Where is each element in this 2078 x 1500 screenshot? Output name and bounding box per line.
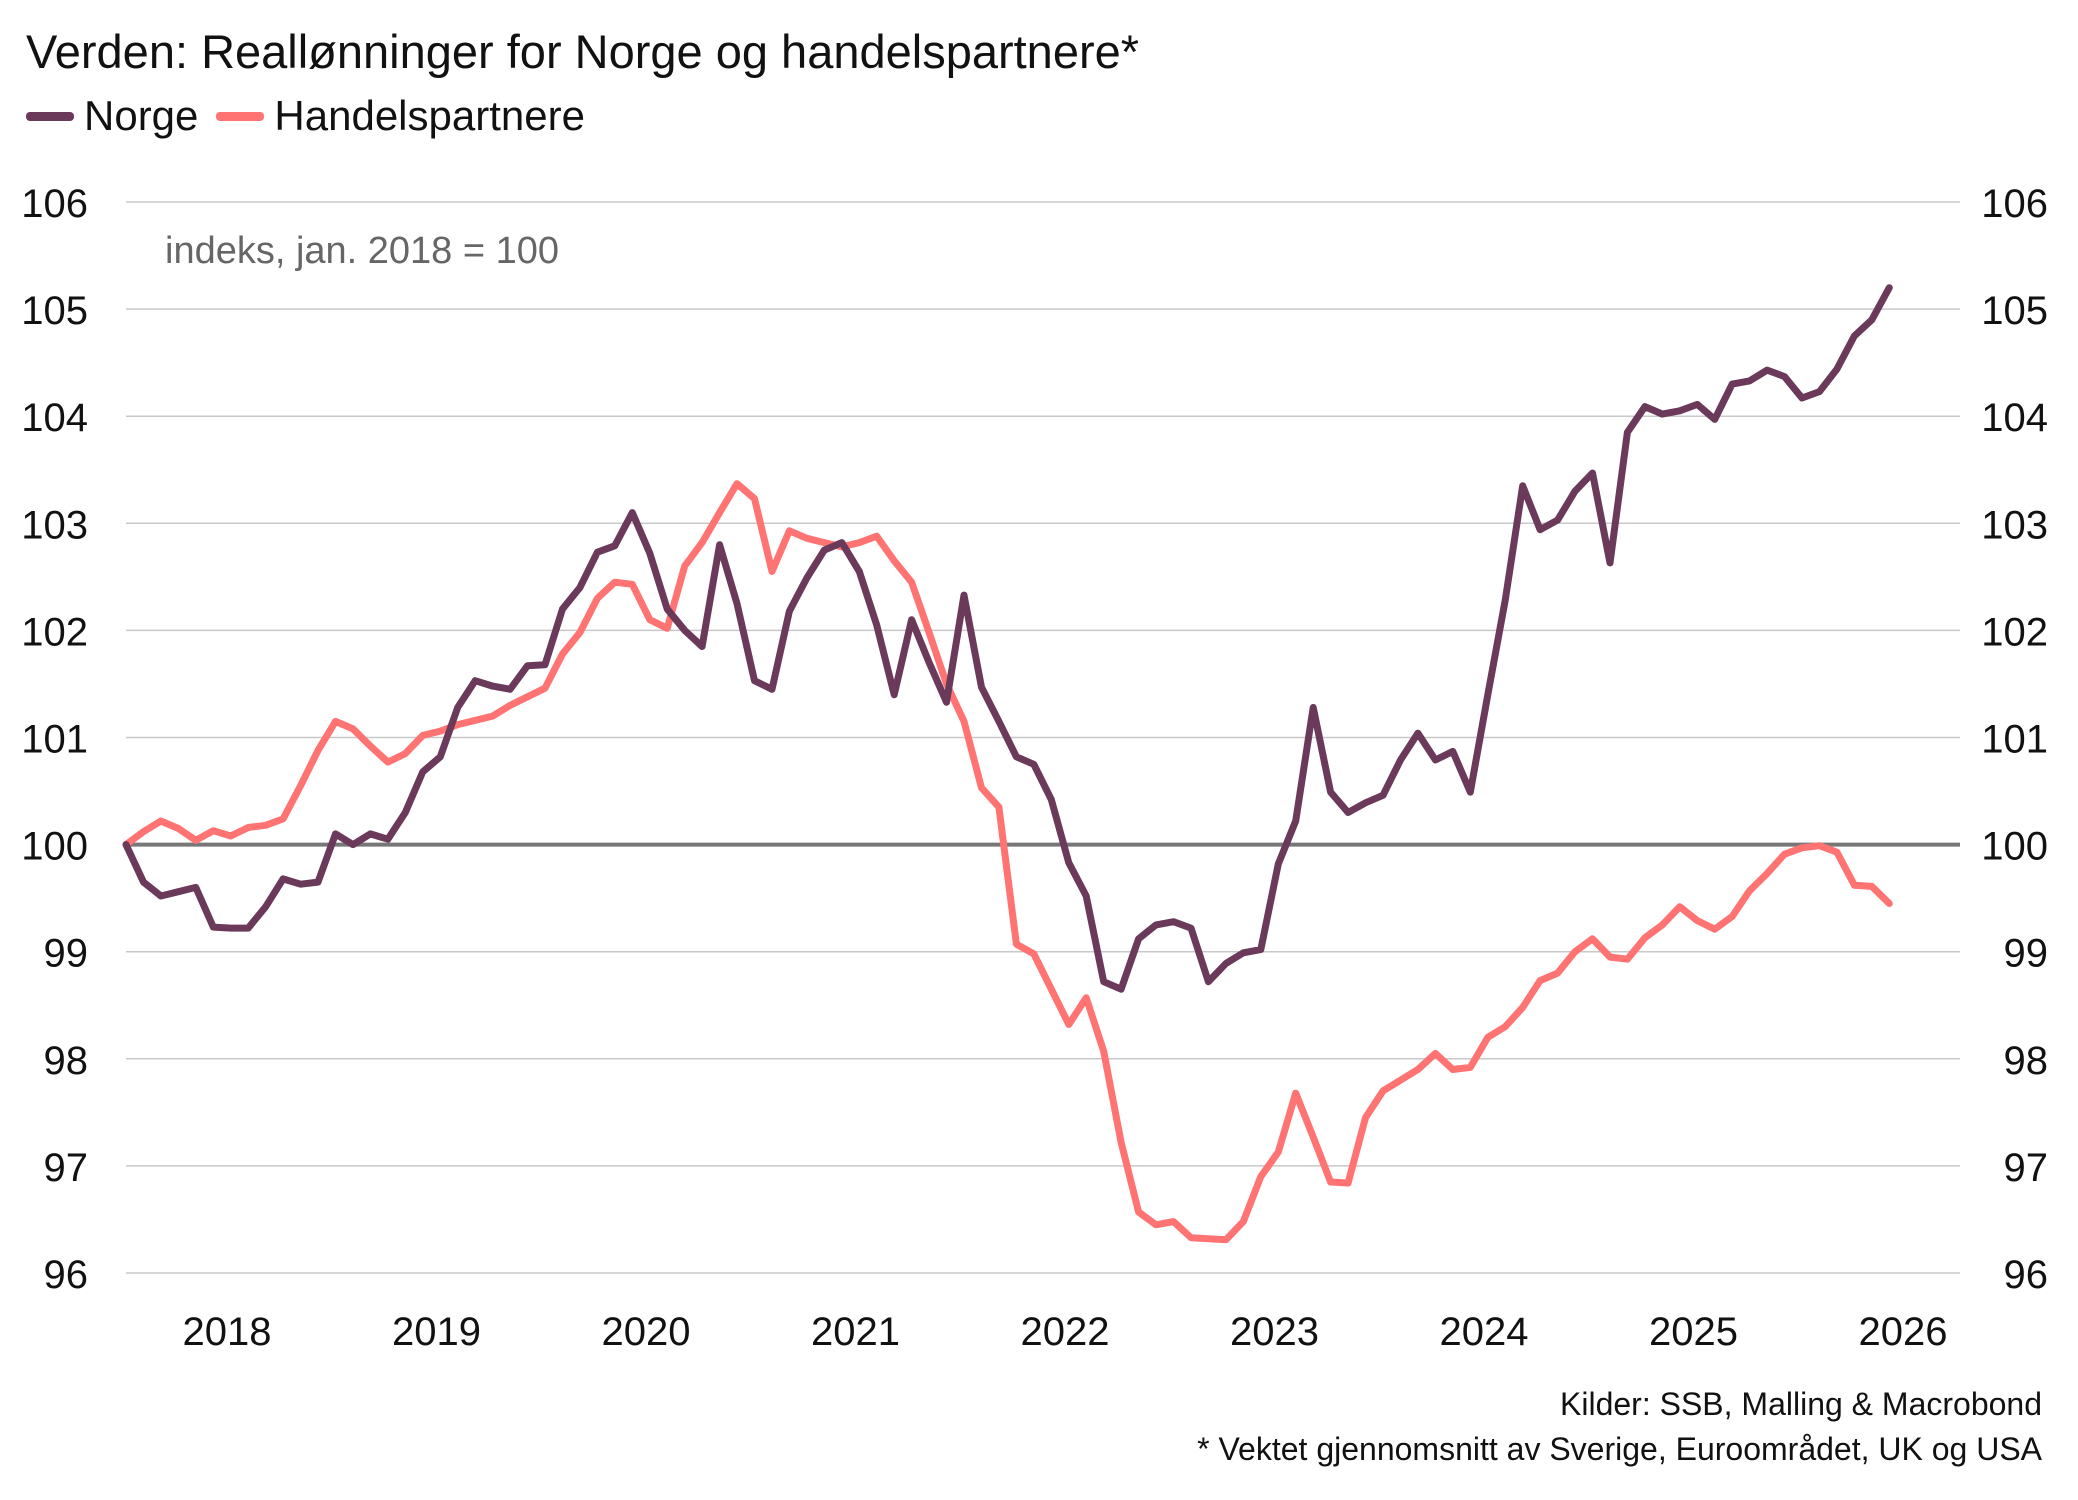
y-tick-label-right: 104 <box>1981 396 2048 440</box>
axis-labels: 96 96 97 97 98 98 99 99 100 100 101 101 102 102 103 103… <box>21 182 2048 1354</box>
chart-title: Verden: Reallønninger for Norge og hande… <box>26 25 1140 78</box>
y-tick-label-right: 106 <box>1981 182 2048 226</box>
y-tick-label-right: 103 <box>1981 503 2048 547</box>
y-tick-label-left: 100 <box>21 825 88 869</box>
y-tick-label-right: 101 <box>1981 718 2048 762</box>
y-tick-label-left: 104 <box>21 396 88 440</box>
legend-swatch-norge <box>26 111 74 121</box>
legend: Norge Handelspartnere <box>26 92 603 140</box>
x-tick-label: 2022 <box>1021 1310 1110 1354</box>
y-tick-label-left: 97 <box>44 1146 89 1190</box>
y-tick-label-left: 106 <box>21 182 88 226</box>
y-tick-label-right: 100 <box>1981 825 2048 869</box>
series-lines <box>122 284 1893 1244</box>
y-tick-label-right: 105 <box>1981 289 2048 333</box>
x-tick-label: 2019 <box>392 1310 481 1354</box>
y-tick-label-left: 99 <box>44 932 89 976</box>
y-tick-label-left: 101 <box>21 718 88 762</box>
legend-label-handelspartnere: Handelspartnere <box>274 92 585 139</box>
y-tick-label-left: 98 <box>44 1039 89 1083</box>
y-tick-label-right: 96 <box>2004 1253 2049 1297</box>
index-annotation: indeks, jan. 2018 = 100 <box>165 230 559 272</box>
x-tick-label: 2018 <box>183 1310 272 1354</box>
legend-item-norge: Norge <box>26 92 198 140</box>
x-tick-label: 2021 <box>811 1310 900 1354</box>
y-tick-label-right: 98 <box>2004 1039 2049 1083</box>
series-line-norge <box>122 284 1893 993</box>
x-tick-label: 2025 <box>1649 1310 1738 1354</box>
legend-swatch-handelspartnere <box>216 111 265 121</box>
y-tick-label-right: 97 <box>2004 1146 2049 1190</box>
y-tick-label-left: 102 <box>21 610 88 654</box>
y-tick-label-left: 105 <box>21 289 88 333</box>
y-tick-label-left: 103 <box>21 503 88 547</box>
x-tick-label: 2026 <box>1859 1310 1948 1354</box>
y-tick-label-right: 99 <box>2004 932 2049 976</box>
sources-footnote: Kilder: SSB, Malling & Macrobond * Vekte… <box>1197 1382 2042 1472</box>
legend-item-handelspartnere: Handelspartnere <box>216 92 585 140</box>
x-tick-label: 2023 <box>1230 1310 1319 1354</box>
sources-line: Kilder: SSB, Malling & Macrobond <box>1560 1386 2042 1422</box>
legend-label-norge: Norge <box>84 92 199 139</box>
x-tick-label: 2020 <box>602 1310 691 1354</box>
y-tick-label-right: 102 <box>1981 610 2048 654</box>
x-tick-label: 2024 <box>1440 1310 1529 1354</box>
footnote-line: * Vektet gjennomsnitt av Sverige, Euroom… <box>1197 1431 2042 1467</box>
series-line-handelspartnere <box>122 480 1893 1244</box>
gridlines <box>126 201 1960 1274</box>
y-tick-label-left: 96 <box>44 1253 89 1297</box>
